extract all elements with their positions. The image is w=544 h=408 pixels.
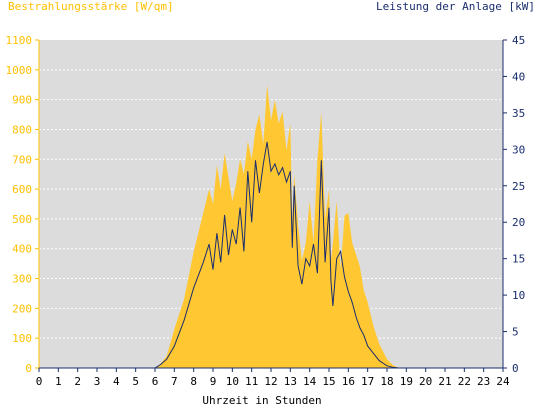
left-tick-label: 0 <box>25 362 32 375</box>
right-tick-label: 0 <box>512 362 519 375</box>
left-tick-label: 200 <box>12 302 32 315</box>
left-tick-label: 100 <box>12 332 32 345</box>
x-tick-label: 9 <box>210 375 217 388</box>
left-axis-title: Bestrahlungsstärke [W/qm] <box>8 0 174 13</box>
x-tick-label: 4 <box>113 375 120 388</box>
left-tick-label: 700 <box>12 153 32 166</box>
right-tick-label: 5 <box>512 326 519 339</box>
x-tick-label: 17 <box>361 375 374 388</box>
x-tick-label: 24 <box>496 375 510 388</box>
irradiance-area <box>39 84 503 368</box>
x-tick-label: 7 <box>171 375 178 388</box>
left-tick-label: 1000 <box>6 64 33 77</box>
x-tick-label: 21 <box>438 375 451 388</box>
x-tick-label: 5 <box>132 375 139 388</box>
power-line <box>39 141 503 369</box>
right-tick-label: 30 <box>512 143 525 156</box>
left-tick-label: 300 <box>12 273 32 286</box>
left-tick-label: 1100 <box>6 34 33 47</box>
x-axis-label: Uhrzeit in Stunden <box>202 394 322 407</box>
x-tick-label: 0 <box>36 375 43 388</box>
x-tick-label: 1 <box>55 375 62 388</box>
x-tick-label: 18 <box>380 375 393 388</box>
x-tick-label: 22 <box>458 375 471 388</box>
right-tick-label: 10 <box>512 289 525 302</box>
right-tick-label: 25 <box>512 180 525 193</box>
x-tick-label: 23 <box>477 375 490 388</box>
x-tick-label: 13 <box>284 375 297 388</box>
left-ticks: 0 100 200 300 400 500 600 700 800 900 1000 1100 <box>6 34 39 375</box>
x-tick-label: 11 <box>245 375 258 388</box>
right-tick-label: 20 <box>512 216 525 229</box>
x-ticks: 0 1 2 3 4 5 6 7 8 9 10 11 12 13 14 15 16 17 18 19 20 21 22 23 24 <box>36 368 510 388</box>
x-tick-label: 15 <box>322 375 335 388</box>
x-tick-label: 12 <box>264 375 277 388</box>
right-axis-title: Leistung der Anlage [kW] <box>376 0 535 13</box>
x-tick-label: 20 <box>419 375 432 388</box>
left-tick-label: 800 <box>12 123 32 136</box>
x-tick-label: 6 <box>152 375 159 388</box>
right-tick-label: 40 <box>512 70 525 83</box>
x-tick-label: 8 <box>190 375 197 388</box>
left-tick-label: 900 <box>12 94 32 107</box>
right-tick-label: 45 <box>512 34 525 47</box>
x-tick-label: 14 <box>303 375 317 388</box>
x-tick-label: 3 <box>94 375 101 388</box>
left-tick-label: 500 <box>12 213 32 226</box>
x-tick-label: 10 <box>226 375 239 388</box>
right-tick-label: 35 <box>512 107 525 120</box>
x-tick-label: 16 <box>342 375 355 388</box>
x-tick-label: 2 <box>74 375 81 388</box>
left-tick-label: 600 <box>12 183 32 196</box>
right-tick-label: 15 <box>512 253 525 266</box>
right-ticks: 0 5 10 15 20 25 30 35 40 45 <box>503 34 525 375</box>
x-tick-label: 19 <box>400 375 413 388</box>
left-tick-label: 400 <box>12 243 32 256</box>
